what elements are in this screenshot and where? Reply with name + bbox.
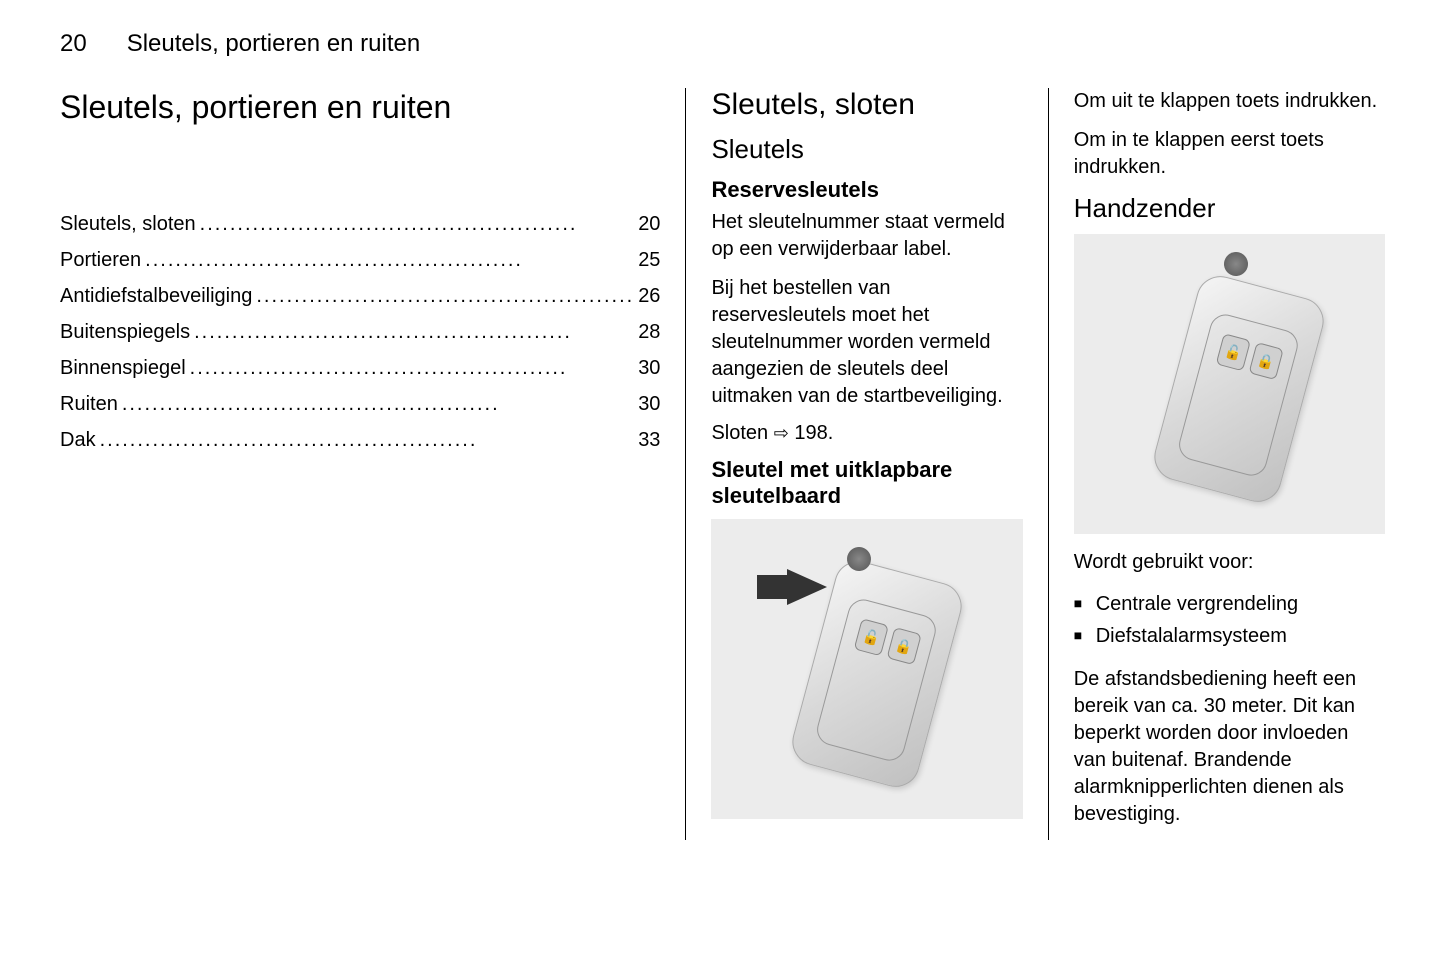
subsection-title-sleutels: Sleutels: [711, 134, 1022, 165]
toc-label: Buitenspiegels: [60, 314, 190, 350]
toc-label: Ruiten: [60, 386, 118, 422]
toc-page: 30: [638, 350, 660, 386]
figure-key-fob-foldout: 🔓 🔒: [711, 519, 1022, 819]
intro-p2: Om in te klappen eerst toets indrukken.: [1074, 127, 1385, 181]
toc-dots: ........................................…: [196, 206, 639, 242]
list-item: Centrale vergrendeling: [1074, 588, 1385, 620]
toc-row: Dak ....................................…: [60, 422, 660, 458]
toc-page: 33: [638, 422, 660, 458]
toc-label: Dak: [60, 422, 96, 458]
reservesleutels-p1: Het sleutelnummer staat vermeld op een v…: [711, 209, 1022, 263]
fob-body-remote: 🔓 🔒: [1149, 271, 1329, 507]
subsub-title-reservesleutels: Reservesleutels: [711, 177, 1022, 203]
fob-lock-button-icon: 🔓: [1216, 333, 1251, 371]
toc-row: Buitenspiegels .........................…: [60, 314, 660, 350]
page-header: 20 Sleutels, portieren en ruiten: [60, 30, 1385, 58]
intro-p1: Om uit te klappen toets indrukken.: [1074, 88, 1385, 115]
page-header-title: Sleutels, portieren en ruiten: [127, 30, 421, 58]
range-text: De afstandsbediening heeft een bereik va…: [1074, 666, 1385, 828]
toc-label: Portieren: [60, 242, 141, 278]
fob-lock-button-icon: 🔓: [854, 618, 889, 656]
key-fob-illustration: 🔓 🔒: [777, 539, 957, 799]
sloten-ref-page: 198.: [794, 422, 833, 444]
toc-page: 26: [638, 278, 660, 314]
fob-unlock-button-icon: 🔒: [887, 627, 922, 665]
toc-label: Antidiefstalbeveiliging: [60, 278, 252, 314]
toc-dots: ........................................…: [252, 278, 638, 314]
list-item: Diefstalalarmsysteem: [1074, 620, 1385, 652]
usage-bullet-list: Centrale vergrendelingDiefstalalarmsyste…: [1074, 588, 1385, 652]
toc-row: Portieren ..............................…: [60, 242, 660, 278]
key-fob-remote-illustration: 🔓 🔒: [1139, 254, 1319, 514]
toc-row: Sleutels, sloten .......................…: [60, 206, 660, 242]
toc-dots: ........................................…: [186, 350, 639, 386]
reference-arrow-icon: ⇨: [774, 423, 789, 444]
section-title-sleutels-sloten: Sleutels, sloten: [711, 88, 1022, 122]
toc-dots: ........................................…: [118, 386, 638, 422]
table-of-contents: Sleutels, sloten .......................…: [60, 206, 660, 458]
fob-hinge-remote: [1222, 249, 1251, 278]
fob-inner: 🔓 🔒: [814, 596, 940, 764]
toc-row: Binnenspiegel ..........................…: [60, 350, 660, 386]
toc-label: Sleutels, sloten: [60, 206, 196, 242]
column-2: Sleutels, sloten Sleutels Reservesleutel…: [686, 88, 1048, 840]
toc-row: Ruiten .................................…: [60, 386, 660, 422]
fob-unlock-button-icon: 🔒: [1249, 342, 1284, 380]
toc-page: 20: [638, 206, 660, 242]
fob-inner-remote: 🔓 🔒: [1176, 311, 1302, 479]
toc-row: Antidiefstalbeveiliging ................…: [60, 278, 660, 314]
content-columns: Sleutels, portieren en ruiten Sleutels, …: [60, 88, 1385, 840]
arrow-indicator-icon: [787, 569, 827, 605]
toc-dots: ........................................…: [190, 314, 638, 350]
usage-intro: Wordt gebruikt voor:: [1074, 549, 1385, 576]
subsection-title-handzender: Handzender: [1074, 193, 1385, 224]
toc-dots: ........................................…: [96, 422, 639, 458]
page-number: 20: [60, 30, 87, 58]
reservesleutels-p2: Bij het bestellen van reservesleutels mo…: [711, 275, 1022, 410]
toc-page: 28: [638, 314, 660, 350]
toc-page: 30: [638, 386, 660, 422]
toc-dots: ........................................…: [141, 242, 638, 278]
sloten-reference: Sloten ⇨ 198.: [711, 422, 1022, 445]
sloten-ref-label: Sloten: [711, 422, 768, 444]
figure-handzender: 🔓 🔒: [1074, 234, 1385, 534]
column-3: Om uit te klappen toets indrukken. Om in…: [1049, 88, 1385, 840]
chapter-title: Sleutels, portieren en ruiten: [60, 88, 660, 126]
toc-page: 25: [638, 242, 660, 278]
toc-label: Binnenspiegel: [60, 350, 186, 386]
column-1: Sleutels, portieren en ruiten Sleutels, …: [60, 88, 686, 840]
subsub-title-uitklapbaar: Sleutel met uitklapbare sleutelbaard: [711, 457, 1022, 509]
